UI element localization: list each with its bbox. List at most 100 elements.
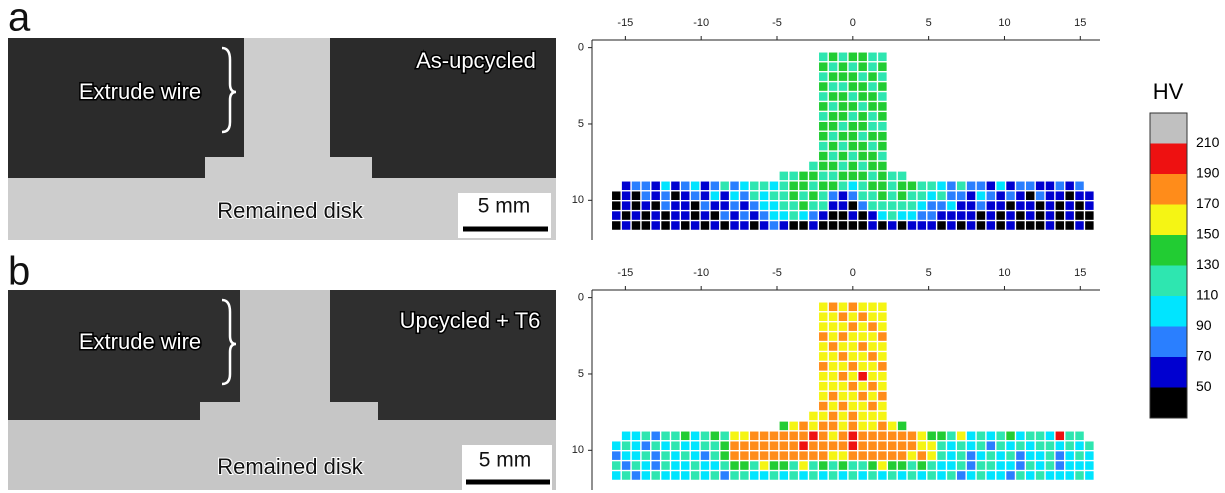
hardness-cell [858,62,866,71]
hardness-cell [898,471,906,480]
hardness-cell [839,152,847,161]
hardness-cell [839,412,847,421]
hardness-cell [849,172,857,181]
hardness-cell [809,451,817,460]
hardness-cell [701,191,709,200]
hardness-cell [1036,461,1044,470]
hardness-cell [1006,451,1014,460]
hardness-cell [878,92,886,101]
colorbar-band [1150,357,1187,388]
hardness-cell [789,221,797,230]
hardness-cell [868,72,876,81]
hardness-cell [888,432,896,441]
hardness-cell [809,201,817,210]
hardness-cell [839,92,847,101]
hardness-cell [957,441,965,450]
hardness-cell [937,432,945,441]
hardness-cell [878,342,886,351]
hardness-cell [839,221,847,230]
hardness-cell [858,471,866,480]
hardness-cell [1085,471,1093,480]
hardness-cell [839,432,847,441]
hardness-cell [849,342,857,351]
panel-letter: a [8,0,31,40]
hardness-cell [977,221,985,230]
hardness-cell [839,322,847,331]
hardness-cell [977,471,985,480]
hardness-cell [898,422,906,431]
hardness-cell [868,332,876,341]
hardness-cell [720,432,728,441]
hardness-cell [987,441,995,450]
hardness-cell [849,112,857,121]
condition-label: Upcycled + T6 [400,308,541,333]
hardness-cell [819,152,827,161]
hardness-cell [701,201,709,210]
hardness-cell [681,182,689,191]
colorbar-band [1150,327,1187,358]
hardness-cell [858,92,866,101]
hardness-cell [868,132,876,141]
hardness-cell [858,211,866,220]
y-tick-label: 10 [572,194,584,206]
hardness-cell [799,441,807,450]
hardness-cell [750,191,758,200]
y-tick-label: 10 [572,444,584,456]
hardness-cell [1016,221,1024,230]
hardness-cell [829,441,837,450]
hardness-cell [720,221,728,230]
hardness-cell [819,201,827,210]
hardness-cell [1075,441,1083,450]
hardness-cell [681,221,689,230]
hardness-cell [770,191,778,200]
hardness-cell [632,221,640,230]
hardness-cell [839,342,847,351]
hardness-cell [849,162,857,171]
hardness-cell [760,201,768,210]
hardness-cell [1026,211,1034,220]
hardness-cell [770,451,778,460]
hardness-cell [760,471,768,480]
y-tick-label: 0 [578,292,584,304]
hardness-cell [671,432,679,441]
colorbar-band [1150,205,1187,236]
hardness-cell [849,102,857,111]
hardness-cell [888,182,896,191]
hardness-cell [829,412,837,421]
hardness-cell [829,312,837,321]
hardness-cell [868,211,876,220]
hardness-cell [789,211,797,220]
hardness-cell [898,211,906,220]
hardness-cell [1046,471,1054,480]
hardness-cell [868,201,876,210]
hardness-cell [918,471,926,480]
hardness-cell [918,221,926,230]
hardness-cell [849,221,857,230]
hardness-cell [868,422,876,431]
hardness-cell [651,451,659,460]
hardness-cell [927,221,935,230]
hardness-cell [651,191,659,200]
colorbar-tick-label: 150 [1196,226,1220,242]
hardness-cell [740,432,748,441]
hardness-cell [868,352,876,361]
hardness-cell [918,211,926,220]
hardness-cell [750,441,758,450]
hardness-cell [819,102,827,111]
hardness-cell [612,471,620,480]
hardness-cell [1026,221,1034,230]
hardness-cell [957,191,965,200]
hardness-cell [740,201,748,210]
hardness-cell [819,412,827,421]
hardness-cell [661,201,669,210]
hardness-cell [661,441,669,450]
hardness-cell [858,221,866,230]
hardness-cell [898,441,906,450]
hardness-cell [858,72,866,81]
hardness-cell [829,72,837,81]
hardness-cell [770,221,778,230]
hardness-cell [858,53,866,62]
hardness-cell [1036,221,1044,230]
hardness-cell [1026,451,1034,460]
hardness-cell [681,191,689,200]
